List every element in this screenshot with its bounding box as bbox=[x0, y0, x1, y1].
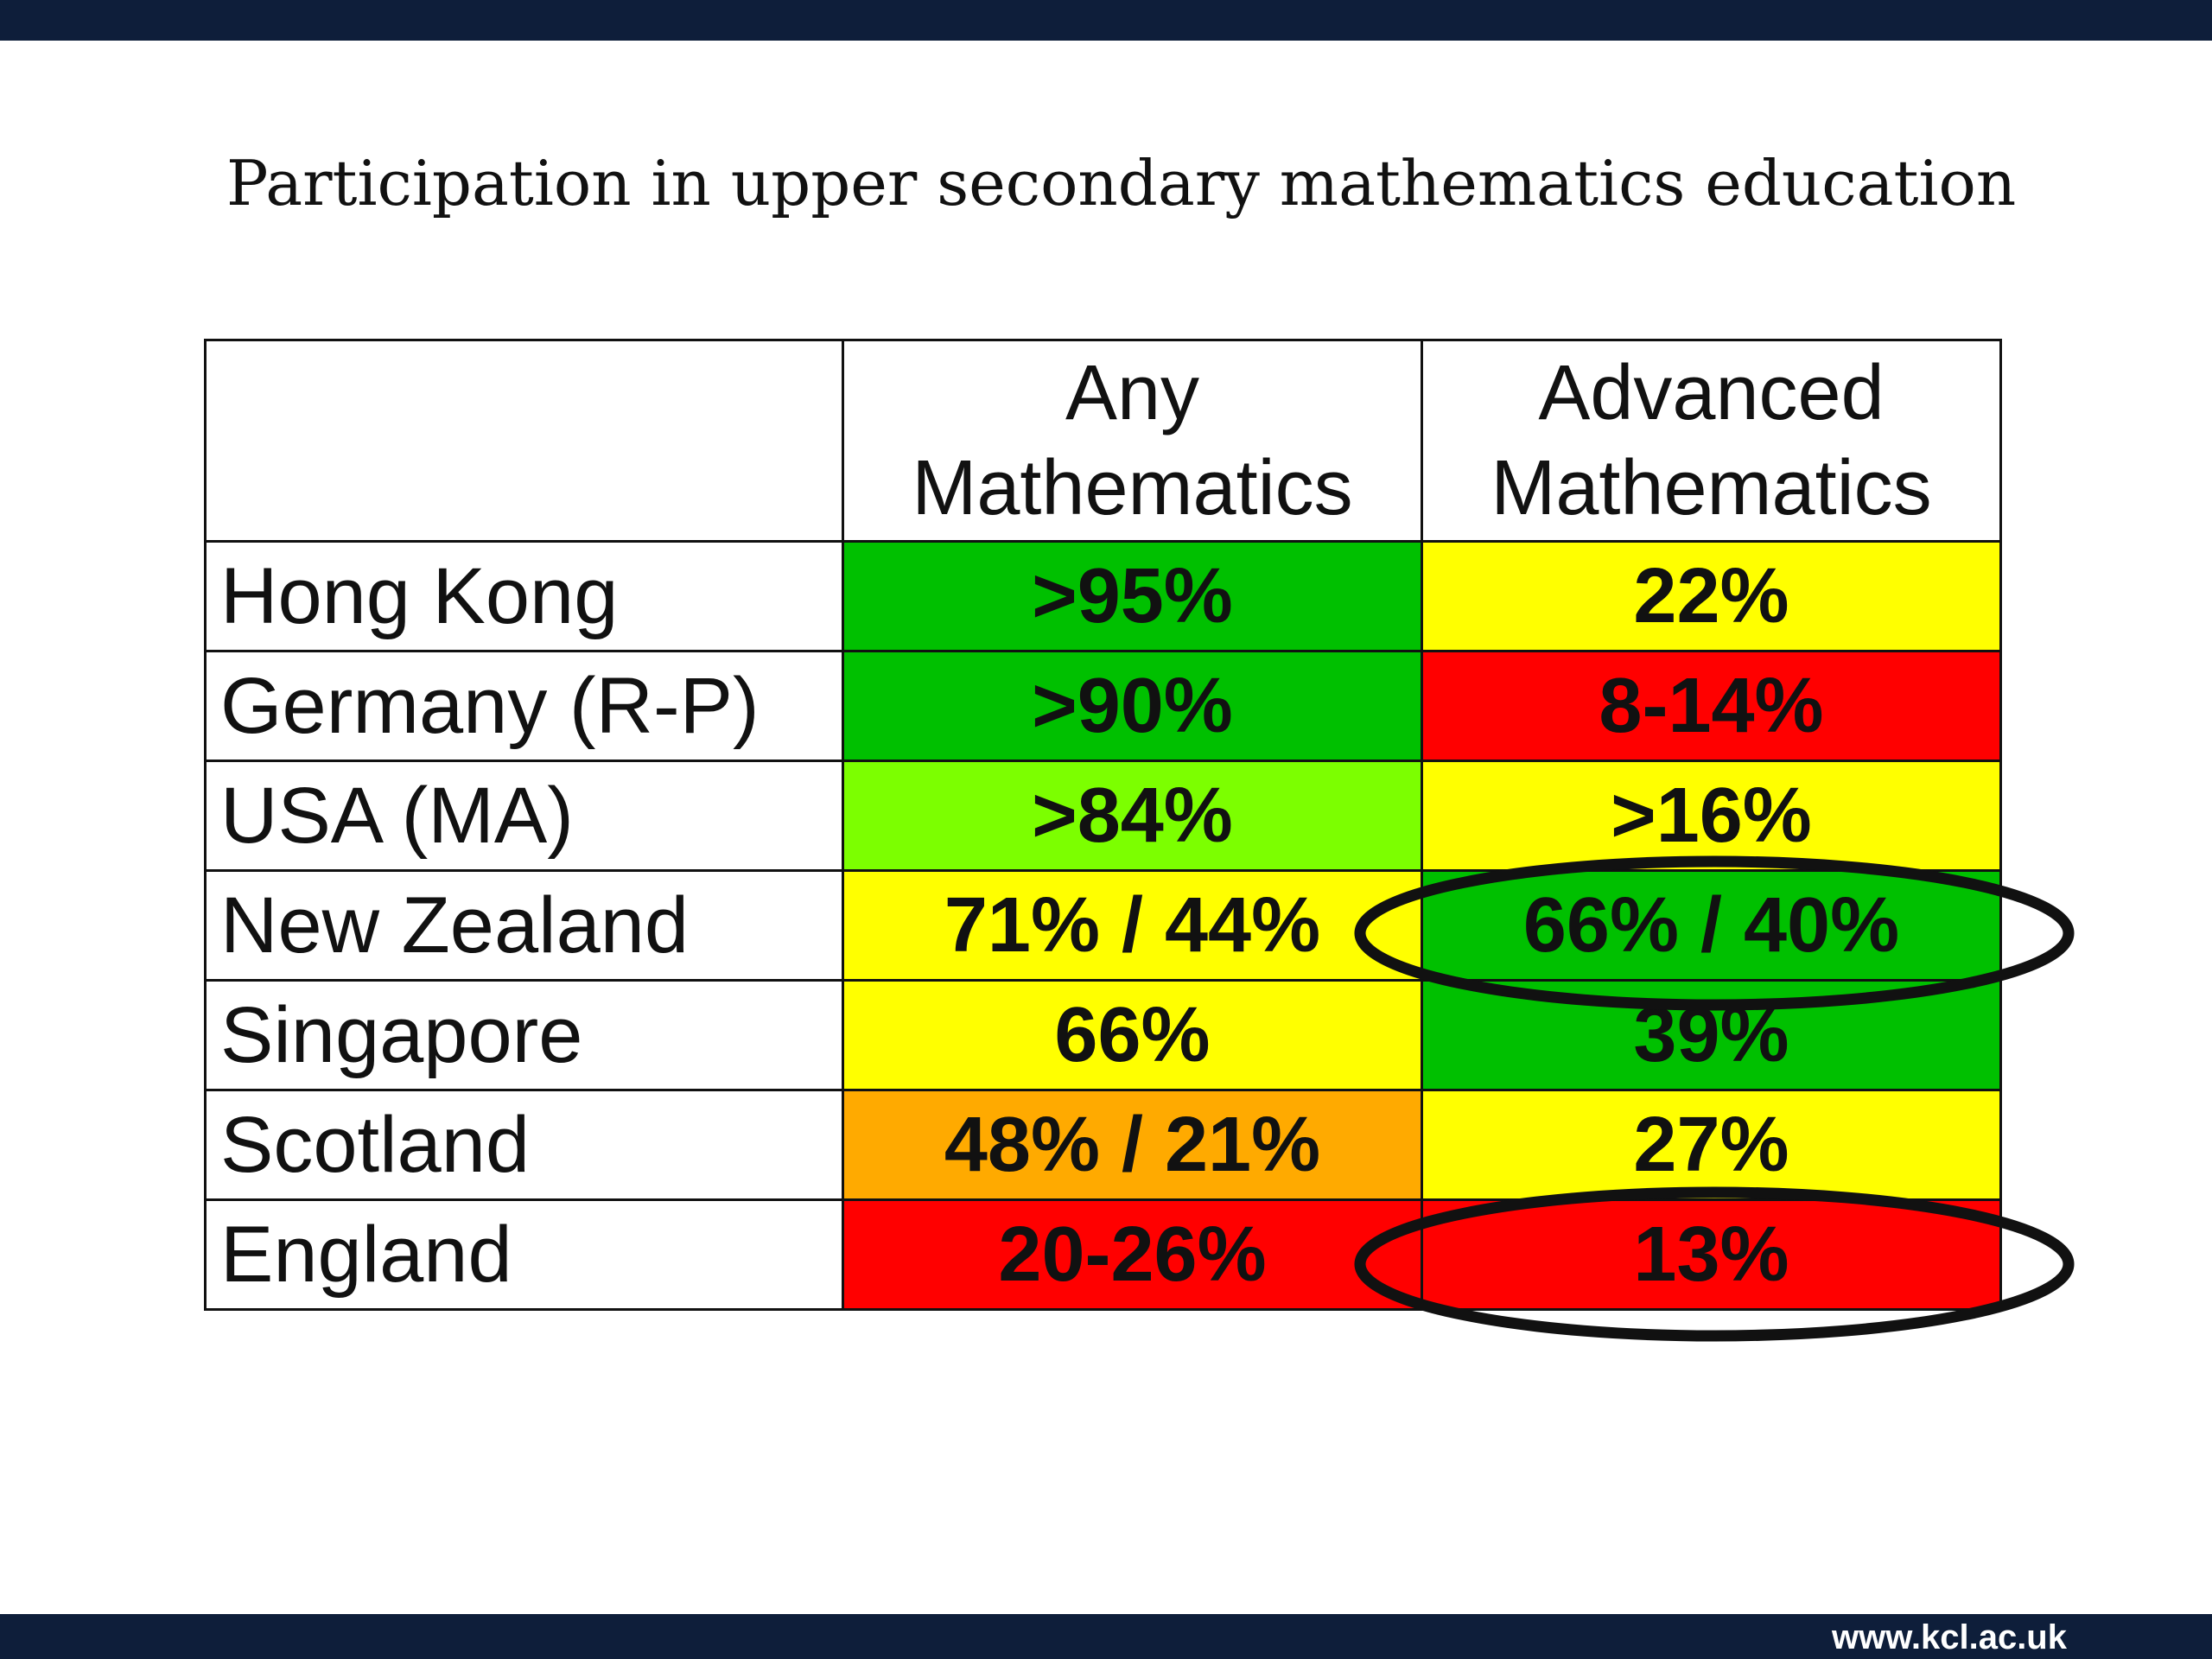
slide-title: Participation in upper secondary mathema… bbox=[226, 147, 2017, 219]
any-math-cell: >95% bbox=[842, 540, 1423, 652]
any-math-cell: >90% bbox=[842, 650, 1423, 762]
advanced-math-cell: 8-14% bbox=[1421, 650, 2002, 762]
top-bar bbox=[0, 0, 2212, 41]
any-math-cell: 66% bbox=[842, 979, 1423, 1091]
country-cell: Singapore bbox=[204, 979, 844, 1091]
advanced-math-cell: 27% bbox=[1421, 1089, 2002, 1201]
advanced-math-cell: >16% bbox=[1421, 760, 2002, 872]
any-math-cell: 71% / 44% bbox=[842, 869, 1423, 982]
participation-table: Any Mathematics Advanced Mathematics Hon… bbox=[204, 339, 2002, 1311]
table-row: Singapore 66% 39% bbox=[204, 979, 2002, 1091]
table-row: Scotland 48% / 21% 27% bbox=[204, 1089, 2002, 1201]
country-cell: USA (MA) bbox=[204, 760, 844, 872]
country-cell: England bbox=[204, 1198, 844, 1311]
header-any-line1: Any bbox=[1065, 350, 1200, 436]
header-advanced-line1: Advanced bbox=[1538, 350, 1885, 436]
advanced-math-cell: 39% bbox=[1421, 979, 2002, 1091]
table-row: New Zealand 71% / 44% 66% / 40% bbox=[204, 869, 2002, 982]
table-row: USA (MA) >84% >16% bbox=[204, 760, 2002, 872]
advanced-math-cell: 13% bbox=[1421, 1198, 2002, 1311]
table-row: Germany (R-P) >90% 8-14% bbox=[204, 650, 2002, 762]
table-header-row: Any Mathematics Advanced Mathematics bbox=[204, 339, 2002, 543]
country-cell: Hong Kong bbox=[204, 540, 844, 652]
table-row: Hong Kong >95% 22% bbox=[204, 540, 2002, 652]
country-cell: New Zealand bbox=[204, 869, 844, 982]
footer-url: www.kcl.ac.uk bbox=[1832, 1618, 2067, 1656]
header-any-mathematics: Any Mathematics bbox=[842, 339, 1423, 543]
header-advanced-mathematics: Advanced Mathematics bbox=[1421, 339, 2002, 543]
country-cell: Scotland bbox=[204, 1089, 844, 1201]
country-cell: Germany (R-P) bbox=[204, 650, 844, 762]
any-math-cell: 48% / 21% bbox=[842, 1089, 1423, 1201]
advanced-math-cell: 22% bbox=[1421, 540, 2002, 652]
bottom-bar bbox=[0, 1614, 2212, 1659]
table-row: England 20-26% 13% bbox=[204, 1198, 2002, 1311]
any-math-cell: >84% bbox=[842, 760, 1423, 872]
any-math-cell: 20-26% bbox=[842, 1198, 1423, 1311]
header-empty-cell bbox=[204, 339, 844, 543]
advanced-math-cell: 66% / 40% bbox=[1421, 869, 2002, 982]
header-any-line2: Mathematics bbox=[912, 445, 1353, 531]
header-advanced-line2: Mathematics bbox=[1491, 445, 1932, 531]
